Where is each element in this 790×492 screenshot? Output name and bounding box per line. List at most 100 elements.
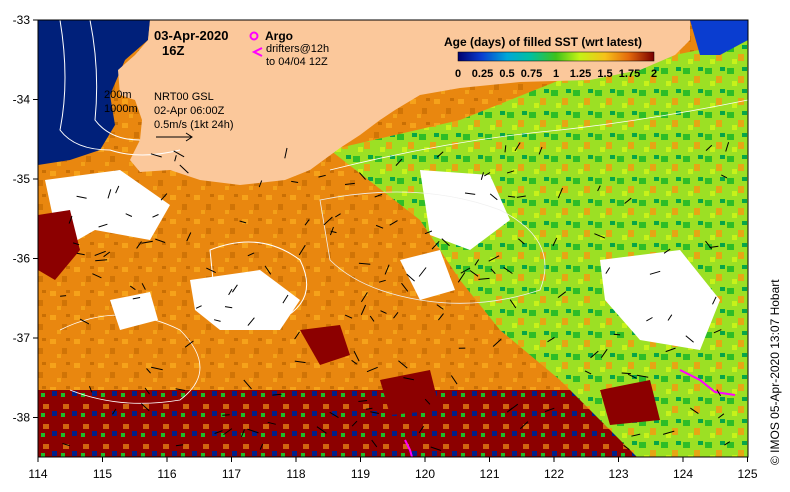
velocity-arrow — [725, 142, 730, 152]
x-tick-label: 116 — [157, 467, 176, 481]
velocity-arrow — [517, 238, 525, 245]
velocity-source-label: NRT00 GSL — [154, 91, 214, 103]
velocity-arrow — [667, 314, 673, 321]
velocity-arrow — [150, 153, 162, 158]
velocity-arrow — [504, 145, 507, 153]
velocity-arrow — [663, 248, 671, 254]
velocity-arrow — [360, 304, 367, 316]
velocity-arrow — [506, 407, 513, 413]
velocity-arrow — [92, 273, 102, 279]
velocity-arrow — [464, 192, 476, 195]
legend-tick-label: 0 — [455, 68, 461, 80]
velocity-arrow — [389, 220, 398, 226]
velocity-arrow — [247, 428, 259, 434]
x-tick-label: 122 — [544, 467, 564, 481]
x-axis: 114 115 116 117 118 119 120 121 122 123 124 125 — [28, 457, 758, 481]
contour-1000-label: 1000m — [104, 103, 138, 115]
velocity-arrow — [401, 282, 409, 292]
velocity-arrow — [600, 348, 608, 358]
velocity-arrow — [247, 252, 255, 257]
velocity-arrow — [718, 413, 725, 419]
legend-tick-label: 1.25 — [570, 68, 591, 80]
x-tick-label: 124 — [673, 467, 693, 481]
velocity-arrow — [395, 158, 403, 166]
velocity-arrow — [709, 245, 719, 248]
velocity-arrow — [112, 408, 117, 415]
velocity-arrow — [375, 224, 384, 229]
velocity-arrow — [329, 226, 334, 236]
drifter-icon — [251, 47, 263, 57]
velocity-arrow — [318, 174, 326, 178]
x-tick-label: 115 — [93, 467, 112, 481]
velocity-time-label: 02-Apr 06:00Z — [154, 105, 225, 117]
velocity-arrow — [335, 213, 341, 218]
velocity-arrow — [484, 172, 491, 177]
velocity-arrow — [597, 185, 601, 192]
velocity-arrow — [424, 230, 433, 235]
velocity-arrow — [665, 347, 676, 353]
velocity-arrow — [316, 426, 327, 434]
velocity-arrow — [223, 428, 233, 436]
velocity-arrow — [378, 279, 386, 283]
velocity-arrow — [351, 359, 358, 365]
legend-tick-label: 1.75 — [619, 68, 640, 80]
velocity-arrow — [584, 370, 592, 375]
y-tick-label: -37 — [13, 331, 31, 345]
velocity-arrow — [430, 446, 442, 451]
velocity-arrow — [613, 333, 621, 336]
velocity-arrow — [144, 387, 150, 395]
velocity-arrow — [474, 259, 480, 266]
argo-icon — [249, 31, 259, 41]
velocity-arrow — [298, 244, 306, 256]
y-tick-label: -38 — [13, 411, 31, 425]
x-tick-label: 120 — [415, 467, 435, 481]
velocity-arrow — [259, 443, 264, 450]
velocity-arrow — [713, 329, 722, 334]
velocity-arrow — [323, 216, 333, 226]
velocity-arrow — [371, 439, 378, 448]
velocity-arrow — [369, 315, 375, 322]
legend-colorbar — [457, 51, 655, 62]
velocity-arrow — [547, 336, 555, 343]
velocity-arrow — [627, 373, 637, 379]
legend-tick-label: 0.25 — [472, 68, 493, 80]
y-tick-label: -36 — [13, 252, 31, 266]
velocity-arrow — [195, 305, 202, 309]
velocity-arrow — [621, 372, 631, 375]
velocity-arrow — [662, 430, 675, 435]
plot-frame — [37, 19, 749, 458]
velocity-arrow — [132, 297, 141, 300]
x-tick-label: 117 — [222, 467, 241, 481]
velocity-arrow — [304, 219, 310, 226]
velocity-arrow — [406, 273, 415, 282]
velocity-arrow — [344, 182, 355, 185]
velocity-arrow — [519, 421, 529, 430]
velocity-arrow — [68, 216, 73, 224]
velocity-arrow — [557, 187, 563, 199]
legend-tick-label: 1 — [553, 68, 559, 80]
velocity-arrow — [240, 429, 245, 438]
velocity-arrow — [213, 319, 221, 322]
velocity-arrow — [179, 164, 189, 174]
velocity-arrow — [98, 223, 108, 228]
velocity-arrow — [705, 144, 713, 151]
velocity-arrow — [646, 317, 653, 322]
legend-tick-label: 1.5 — [597, 68, 612, 80]
velocity-arrow — [489, 193, 498, 201]
x-tick-label: 121 — [479, 467, 499, 481]
velocity-arrow — [358, 262, 371, 265]
velocity-arrow — [507, 195, 516, 198]
velocity-arrow — [222, 414, 230, 416]
velocity-arrow — [623, 444, 630, 451]
velocity-arrow — [488, 255, 500, 262]
velocity-arrow — [94, 250, 106, 256]
velocity-arrow — [431, 240, 440, 250]
x-tick-label: 119 — [351, 467, 370, 481]
velocity-arrow — [557, 291, 567, 298]
velocity-arrow — [460, 267, 471, 274]
velocity-arrow — [103, 251, 111, 258]
y-tick-label: -34 — [13, 93, 31, 107]
velocity-arrow — [724, 441, 731, 446]
velocity-arrow — [136, 241, 142, 249]
velocity-arrow — [291, 180, 299, 183]
